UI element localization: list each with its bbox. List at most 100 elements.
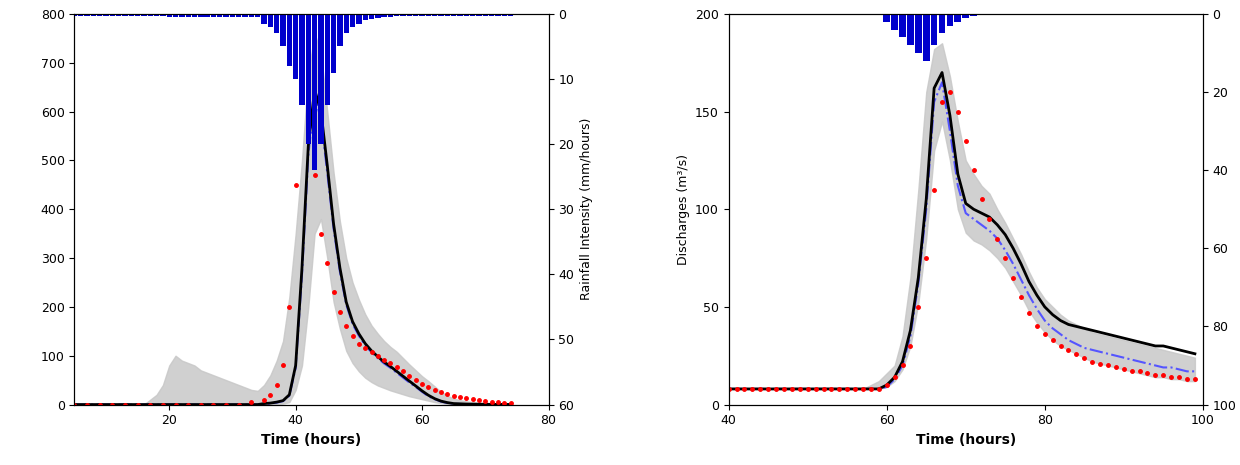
Bar	[946, 14, 954, 26]
Bar	[205, 14, 210, 17]
Bar	[368, 14, 374, 19]
Bar	[293, 14, 299, 79]
Bar	[789, 14, 795, 15]
Bar	[875, 14, 882, 15]
Bar	[749, 14, 755, 15]
Bar	[859, 14, 867, 15]
Bar	[812, 14, 818, 15]
Bar	[419, 14, 425, 16]
Bar	[1073, 14, 1080, 15]
Bar	[1152, 14, 1158, 15]
Bar	[970, 14, 977, 16]
Bar	[1184, 14, 1190, 15]
Bar	[401, 14, 405, 16]
Bar	[1121, 14, 1127, 15]
Bar	[312, 14, 317, 170]
Bar	[1105, 14, 1111, 15]
Bar	[280, 14, 285, 46]
Bar	[1009, 14, 1017, 15]
Bar	[388, 14, 393, 17]
Bar	[350, 14, 355, 27]
Bar	[236, 14, 242, 17]
Bar	[742, 14, 748, 15]
Bar	[1049, 14, 1056, 15]
Bar	[255, 14, 260, 17]
Bar	[84, 14, 89, 16]
Bar	[407, 14, 412, 16]
Bar	[1058, 14, 1064, 15]
Bar	[495, 14, 501, 16]
Bar	[425, 14, 432, 16]
Bar	[1176, 14, 1183, 15]
Bar	[828, 14, 835, 15]
Bar	[356, 14, 362, 24]
Bar	[439, 14, 444, 16]
Bar	[1112, 14, 1120, 15]
Bar	[1168, 14, 1174, 15]
Bar	[796, 14, 804, 15]
Bar	[78, 14, 83, 16]
Bar	[1089, 14, 1095, 15]
Bar	[508, 14, 513, 16]
Bar	[166, 14, 172, 17]
Bar	[262, 14, 267, 24]
Bar	[413, 14, 418, 16]
Bar	[978, 14, 985, 15]
Y-axis label: Rainfall Intensity (mm/hours): Rainfall Intensity (mm/hours)	[580, 118, 593, 300]
Y-axis label: Discharges (m³/s): Discharges (m³/s)	[677, 154, 689, 265]
Bar	[1145, 14, 1151, 15]
Bar	[501, 14, 507, 16]
Bar	[299, 14, 305, 105]
Bar	[129, 14, 134, 16]
Bar	[180, 14, 185, 17]
Bar	[91, 14, 95, 16]
Bar	[1018, 14, 1024, 15]
Bar	[192, 14, 197, 17]
Bar	[343, 14, 348, 33]
Bar	[476, 14, 481, 16]
Bar	[923, 14, 930, 61]
Bar	[733, 14, 740, 15]
Bar	[1136, 14, 1143, 15]
Bar	[1025, 14, 1033, 15]
Bar	[172, 14, 179, 17]
Bar	[154, 14, 159, 16]
Bar	[445, 14, 450, 16]
Bar	[376, 14, 381, 18]
Bar	[1192, 14, 1198, 15]
X-axis label: Time (hours): Time (hours)	[262, 433, 362, 447]
Bar	[72, 14, 77, 16]
Bar	[325, 14, 330, 105]
Bar	[725, 14, 732, 15]
Bar	[773, 14, 780, 15]
Bar	[198, 14, 203, 17]
Bar	[337, 14, 342, 46]
Bar	[249, 14, 254, 17]
Bar	[211, 14, 216, 17]
Bar	[781, 14, 787, 15]
Bar	[852, 14, 858, 15]
Bar	[756, 14, 764, 15]
Bar	[931, 14, 937, 45]
Bar	[97, 14, 103, 16]
Bar	[432, 14, 438, 16]
Bar	[274, 14, 279, 33]
Bar	[1042, 14, 1048, 15]
Bar	[470, 14, 475, 16]
Bar	[939, 14, 945, 33]
Bar	[1128, 14, 1135, 15]
Bar	[908, 14, 914, 45]
Bar	[286, 14, 293, 66]
Bar	[962, 14, 970, 18]
Bar	[160, 14, 166, 16]
Bar	[217, 14, 222, 17]
Bar	[765, 14, 771, 15]
Bar	[1002, 14, 1008, 15]
Bar	[489, 14, 495, 16]
Bar	[955, 14, 961, 22]
Bar	[148, 14, 153, 16]
Bar	[1096, 14, 1104, 15]
Bar	[1081, 14, 1087, 15]
Bar	[223, 14, 229, 17]
Bar	[836, 14, 843, 15]
